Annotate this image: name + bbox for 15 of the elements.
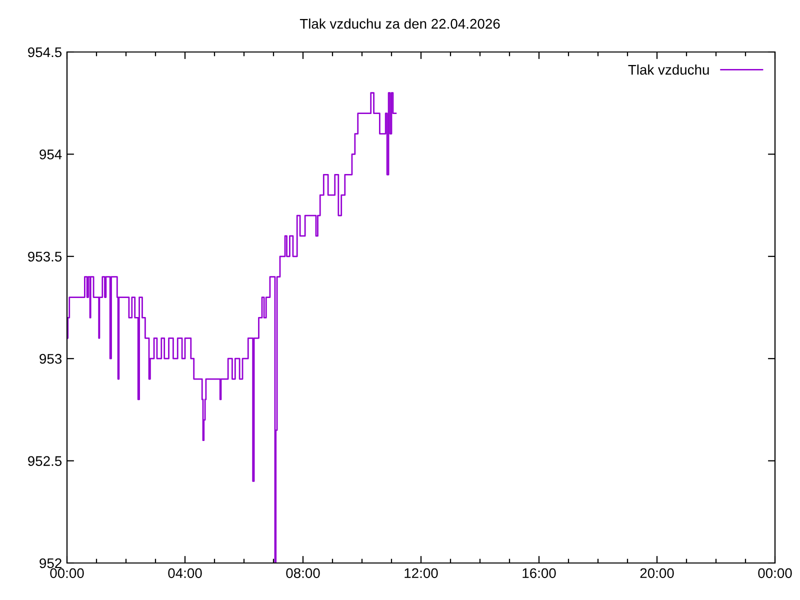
y-tick-label: 954 [40,150,62,160]
legend-label: Tlak vzduchu [628,64,709,75]
x-tick-label: 00:00 [50,568,84,578]
x-tick-label: 12:00 [404,568,438,578]
y-tick-label: 953 [40,354,62,364]
x-tick-label: 08:00 [286,568,320,578]
y-tick-label: 952 [40,558,62,568]
x-tick-label: 00:00 [758,568,792,578]
chart-title: Tlak vzduchu za den 22.04.2026 [300,18,500,29]
y-tick-label: 952.5 [28,456,62,466]
x-tick-label: 04:00 [168,568,202,578]
y-tick-label: 953.5 [28,252,62,262]
x-tick-label: 20:00 [640,568,674,578]
x-tick-label: 16:00 [522,568,556,578]
y-tick-label: 954.5 [28,47,62,58]
